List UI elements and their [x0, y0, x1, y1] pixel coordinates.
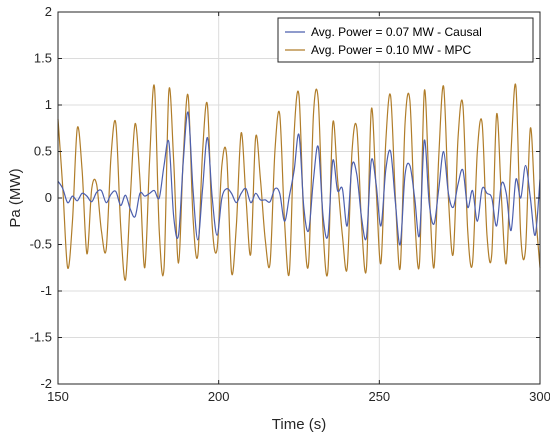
x-tick-label: 250	[368, 389, 390, 404]
series-lines	[57, 83, 541, 281]
legend-box	[277, 17, 534, 63]
y-axis-ticks: -2 -1.5 -1 -0.5 0 0.5 1 1.5 2	[30, 4, 540, 391]
series-line-causal	[57, 111, 541, 246]
y-tick-label: 1.5	[34, 51, 52, 66]
y-tick-label: -2	[40, 376, 52, 391]
y-tick-label: -0.5	[30, 237, 52, 252]
x-axis-ticks: 150 200 250 300	[47, 12, 550, 404]
y-axis-label: Pa (MW)	[7, 168, 24, 227]
legend-label-mpc: Avg. Power = 0.10 MW - MPC	[311, 43, 471, 57]
y-tick-label: -1.5	[30, 330, 52, 345]
y-tick-label: 1	[45, 97, 52, 112]
x-axis-label: Time (s)	[272, 416, 326, 433]
y-tick-label: 0	[45, 190, 52, 205]
y-tick-label: 2	[45, 4, 52, 19]
y-tick-label: -1	[40, 283, 52, 298]
y-tick-label: 0.5	[34, 144, 52, 159]
legend-label-causal: Avg. Power = 0.07 MW - Causal	[311, 25, 482, 39]
series-line-mpc	[57, 83, 541, 281]
x-tick-label: 200	[208, 389, 230, 404]
legend: Avg. Power = 0.07 MW - Causal Avg. Power…	[277, 17, 534, 63]
x-tick-label: 150	[47, 389, 69, 404]
x-tick-label: 300	[529, 389, 550, 404]
